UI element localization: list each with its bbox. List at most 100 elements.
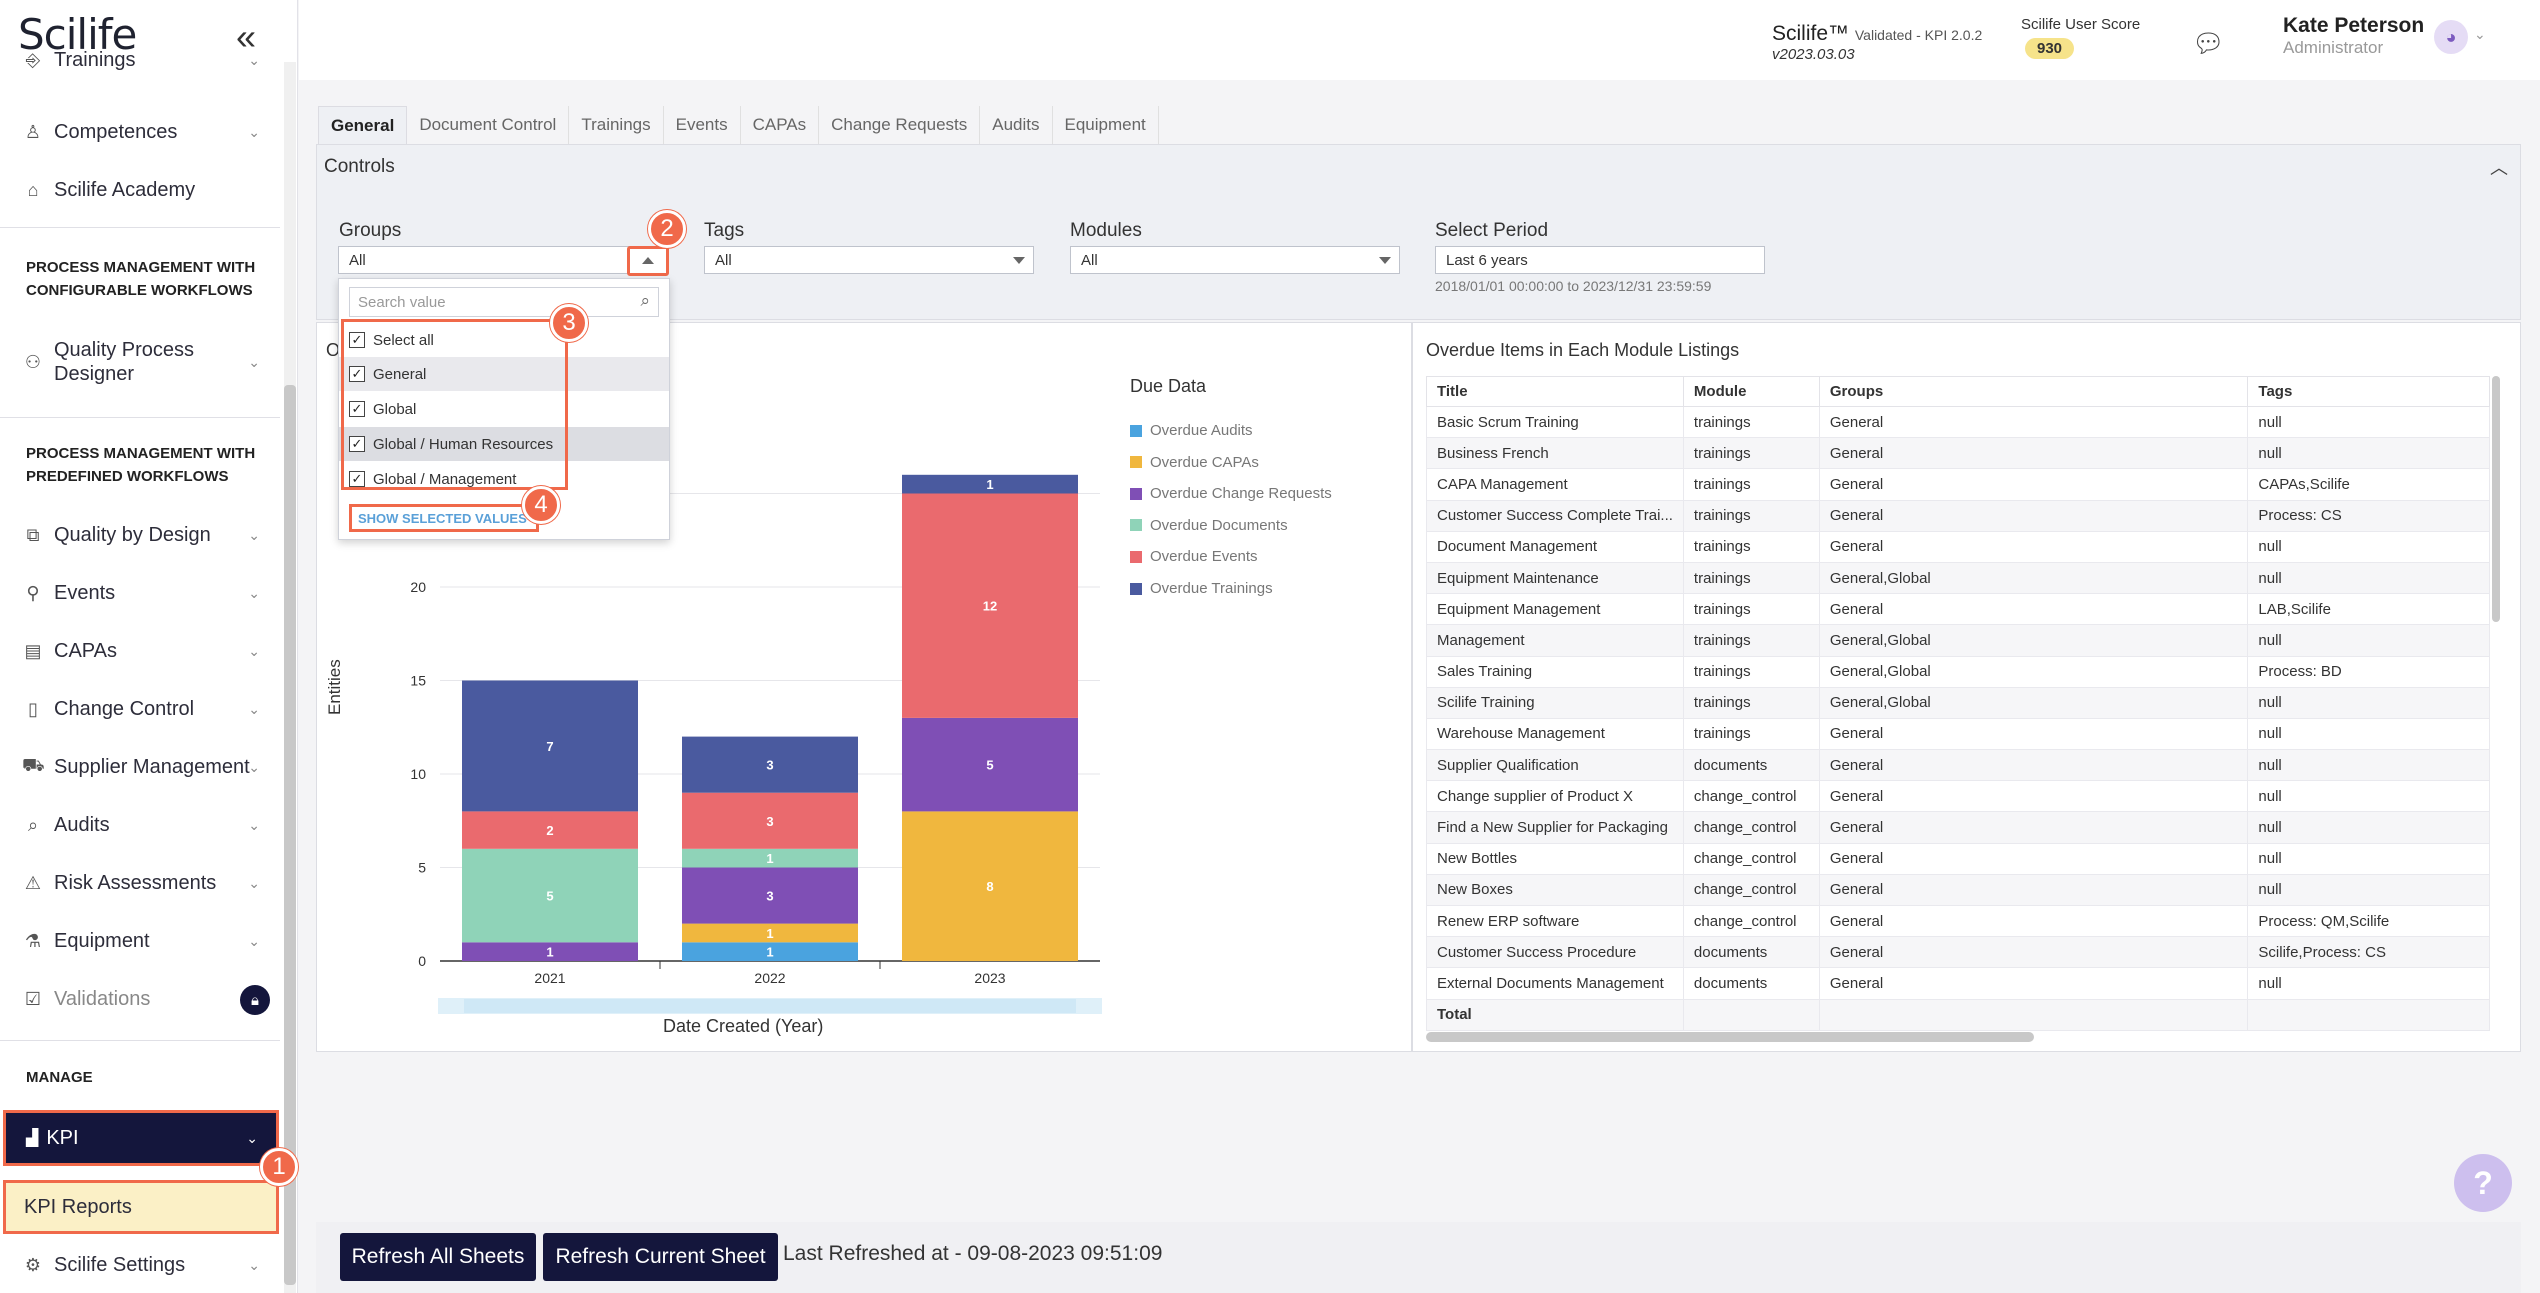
table-scrollbar-horizontal[interactable] — [1426, 1032, 2034, 1042]
table-cell: trainings — [1682, 624, 1820, 657]
user-name[interactable]: Kate Peterson — [2283, 14, 2425, 37]
table-row[interactable]: New Boxes change_control General null — [1426, 873, 2490, 907]
tab-change-requests[interactable]: Change Requests — [819, 106, 981, 144]
table-row[interactable]: New Bottles change_control General null — [1426, 842, 2490, 875]
dropdown-option-general[interactable]: ✓ General — [339, 357, 669, 391]
sidebar-item-events[interactable]: ⚲ Events ⌄ — [0, 565, 280, 621]
dropdown-search-input[interactable]: Search value ⌕ — [349, 287, 659, 317]
sidebar-item-audits[interactable]: ⌕ Audits ⌄ — [0, 797, 280, 853]
highlight-box-options — [341, 319, 568, 490]
legend-item[interactable]: Overdue Change Requests — [1130, 485, 1332, 502]
column-header[interactable]: Title — [1426, 376, 1684, 407]
dropdown-option-global-human-resources[interactable]: ✓ Global / Human Resources — [339, 427, 669, 461]
tab-general[interactable]: General — [318, 106, 408, 144]
y-tick-label: 20 — [410, 579, 426, 595]
bar-segment — [462, 942, 638, 961]
help-button[interactable]: ? — [2454, 1154, 2512, 1212]
checkbox-checked-icon[interactable]: ✓ — [349, 401, 365, 417]
tab-audits[interactable]: Audits — [980, 106, 1053, 144]
dropdown-option-select-all[interactable]: ✓ Select all — [339, 323, 669, 357]
sidebar-item-quality-process-designer[interactable]: ⚇ Quality Process Designer ⌄ — [0, 336, 280, 388]
sidebar-item-supplier-management[interactable]: ⛟ Supplier Management ⌄ — [0, 739, 280, 795]
modules-select[interactable]: All — [1070, 246, 1400, 274]
tab-document-control[interactable]: Document Control — [407, 106, 570, 144]
overdue-items-table: Title Module Groups Tags Basic Scrum Traini… — [1426, 376, 2490, 1031]
legend-item[interactable]: Overdue Events — [1130, 548, 1258, 565]
table-row[interactable]: Equipment Management trainings General LAB,… — [1426, 593, 2490, 626]
legend-item[interactable]: Overdue Audits — [1130, 422, 1253, 439]
table-row[interactable]: Basic Scrum Training trainings General null — [1426, 405, 2490, 439]
checkbox-checked-icon[interactable]: ✓ — [349, 436, 365, 452]
table-row[interactable]: Document Management trainings General null — [1426, 530, 2490, 563]
column-header[interactable]: Module — [1682, 376, 1820, 407]
tags-select-value: All — [715, 252, 732, 269]
truck-icon: ⛟ — [22, 755, 45, 775]
tags-select[interactable]: All — [704, 246, 1034, 274]
groups-select-arrow[interactable] — [627, 246, 669, 276]
table-row[interactable]: Management trainings General,Global null — [1426, 624, 2490, 657]
column-header[interactable]: Tags — [2247, 376, 2490, 407]
table-row[interactable]: Warehouse Management trainings General null — [1426, 717, 2490, 751]
legend-item[interactable]: Overdue Trainings — [1130, 580, 1273, 597]
groups-select[interactable]: All — [338, 246, 668, 274]
tab-equipment[interactable]: Equipment — [1053, 106, 1159, 144]
table-cell: Scilife Training — [1426, 686, 1684, 719]
table-cell: Find a New Supplier for Packaging — [1426, 811, 1684, 844]
checkbox-checked-icon[interactable]: ✓ — [349, 332, 365, 348]
table-row[interactable]: Customer Success Complete Trai... trainin… — [1426, 499, 2490, 532]
avatar[interactable]: ◕ — [2434, 20, 2468, 54]
refresh-current-button[interactable]: Refresh Current Sheet — [543, 1233, 778, 1281]
table-cell: null — [2247, 780, 2490, 813]
total-row[interactable]: Total — [1426, 998, 2490, 1031]
checkbox-checked-icon[interactable]: ✓ — [349, 471, 365, 487]
table-row[interactable]: Supplier Qualification documents General nu… — [1426, 749, 2490, 782]
chevron-down-icon[interactable]: ⌄ — [2474, 26, 2486, 42]
tab-trainings[interactable]: Trainings — [569, 106, 664, 144]
table-scrollbar-vertical[interactable] — [2492, 376, 2500, 622]
sidebar-item-change-control[interactable]: ▯ Change Control ⌄ — [0, 681, 280, 737]
table-row[interactable]: Customer Success Procedure documents Gener… — [1426, 936, 2490, 969]
table-row[interactable]: Scilife Training trainings General,Global n… — [1426, 686, 2490, 719]
search-placeholder: Search value — [358, 294, 446, 311]
table-row[interactable]: External Documents Management documents Ge… — [1426, 967, 2490, 1000]
sidebar-item-scilife-settings[interactable]: ⚙ Scilife Settings ⌄ — [0, 1237, 280, 1293]
table-row[interactable]: Find a New Supplier for Packaging change_… — [1426, 811, 2490, 844]
sidebar-scrollbar-thumb[interactable] — [284, 385, 296, 1285]
legend-swatch — [1130, 519, 1142, 532]
table-row[interactable]: Renew ERP software change_control General P… — [1426, 904, 2490, 938]
table-row[interactable]: Sales Training trainings General,Global Pro… — [1426, 655, 2490, 688]
sidebar-item-validations[interactable]: ☑ Validations — [0, 971, 280, 1027]
checkbox-checked-icon[interactable]: ✓ — [349, 366, 365, 382]
table-row[interactable]: Equipment Maintenance trainings General,Gl… — [1426, 561, 2490, 595]
period-select[interactable]: Last 6 years — [1435, 246, 1765, 274]
tab-events[interactable]: Events — [664, 106, 741, 144]
dropdown-option-global-management[interactable]: ✓ Global / Management — [339, 462, 669, 496]
sidebar-item-trainings[interactable]: ⎆ Trainings ⌄ — [0, 44, 280, 76]
legend-item[interactable]: Overdue CAPAs — [1130, 454, 1259, 471]
chevron-up-icon[interactable]: ︿ — [2490, 158, 2508, 178]
sidebar-item-equipment[interactable]: ⚗ Equipment ⌄ — [0, 913, 280, 969]
chat-icon[interactable]: 💬︎ — [2192, 28, 2226, 58]
y-tick-label: 0 — [418, 953, 426, 969]
sidebar-item-capas[interactable]: ▤ CAPAs ⌄ — [0, 623, 280, 679]
double-chevron-left-icon[interactable]: « — [236, 16, 257, 57]
sidebar-item-kpi[interactable]: ▟ KPI ⌄ — [3, 1110, 279, 1166]
table-cell: General,Global — [1818, 561, 2249, 595]
table-row[interactable]: Business French trainings General null — [1426, 437, 2490, 470]
column-header[interactable]: Groups — [1818, 376, 2249, 407]
sidebar-item-scilife-academy[interactable]: ⌂ Scilife Academy — [0, 162, 280, 218]
sidebar-item-kpi-reports[interactable]: KPI Reports — [3, 1180, 279, 1234]
refresh-all-button[interactable]: Refresh All Sheets — [340, 1233, 536, 1281]
sidebar-item-risk-assessments[interactable]: ⚠ Risk Assessments ⌄ — [0, 855, 280, 911]
legend-item[interactable]: Overdue Documents — [1130, 517, 1288, 534]
sidebar-item-competences[interactable]: ♙ Competences ⌄ — [0, 104, 280, 160]
table-row[interactable]: CAPA Management trainings General CAPAs,Sci… — [1426, 468, 2490, 501]
dropdown-option-global[interactable]: ✓ Global — [339, 392, 669, 426]
annotation-badge-3: 3 — [550, 304, 588, 342]
table-cell: null — [2247, 686, 2490, 719]
table-cell: CAPA Management — [1426, 468, 1684, 501]
sidebar-item-quality-by-design[interactable]: ⧉ Quality by Design ⌄ — [0, 507, 280, 563]
tab-capas[interactable]: CAPAs — [741, 106, 820, 144]
show-selected-values-link[interactable]: SHOW SELECTED VALUES — [349, 504, 539, 532]
